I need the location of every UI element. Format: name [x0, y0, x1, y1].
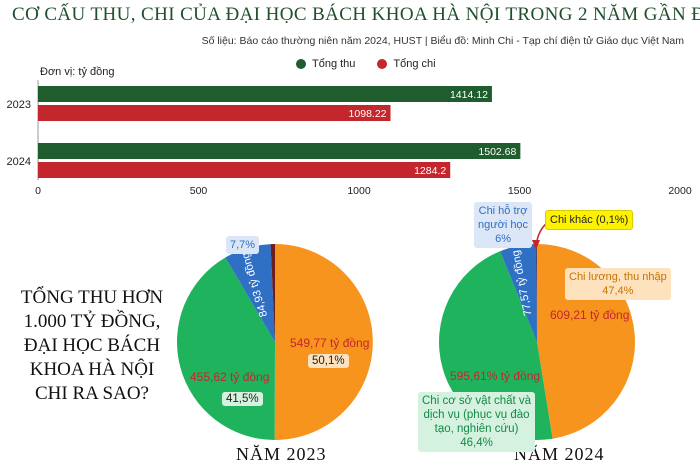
bar-category-label: 2023	[7, 99, 31, 111]
bar-2023-1	[38, 105, 391, 121]
bar-tick-label: 1500	[508, 185, 532, 197]
pie2024-infra-box: Chi cơ sở vật chất và dịch vụ (phục vụ đ…	[418, 392, 536, 452]
pie2023-infra-pct: 41,5%	[222, 392, 263, 406]
pie2023-salary-amount: 549,77 tỷ đồng	[290, 336, 370, 350]
legend-dot-thu	[296, 59, 306, 69]
pie2024-slice-2	[500, 244, 537, 342]
pie2023-support-pct: 7,7%	[226, 236, 260, 254]
pie2023-infra-amount: 455,62 tỷ đồng	[190, 370, 270, 384]
pie-title-2024: NĂM 2024	[514, 444, 605, 464]
pie2024-slice-3	[536, 243, 537, 342]
bar-category-label: 2024	[7, 156, 31, 168]
unit-label: Đơn vị: tỷ đồng	[40, 66, 115, 78]
pie-title-2023: NĂM 2023	[236, 444, 327, 464]
pie2024-other-arrowhead	[532, 240, 540, 250]
side-heading: Tổng thu hơn 1.000 tỷ đồng, Đại học Bách…	[20, 287, 164, 404]
pie2023-slice-2	[225, 244, 275, 342]
legend-label-chi: Tổng chi	[393, 58, 436, 70]
bar-2024-0	[38, 143, 521, 159]
bar-tick-label: 2000	[668, 185, 692, 197]
source-note: Số liệu: Báo cáo thường niên năm 2024, H…	[201, 35, 684, 47]
pie2024-salary-amount: 609,21 tỷ đồng	[550, 308, 630, 322]
bar-tick-label: 1000	[347, 185, 371, 197]
bar-2024-1	[38, 162, 451, 178]
pie2023-slice-3	[270, 244, 275, 342]
bar-legend: Tổng thu Tổng chi	[296, 58, 436, 70]
pie2024-infra-amount: 595,61% tỷ đồng	[450, 369, 541, 383]
bar-chart: 2023 1414.12 1098.22 2024 1502.68 1284.2 0 500 1…	[7, 80, 692, 197]
bar-value-label: 1502.68	[478, 146, 516, 158]
pie2024-support-box: Chi hỗ trợ người học 6%	[474, 202, 533, 248]
pie2024-salary-box: Chi lương, thu nhập 47,4%	[565, 268, 671, 300]
legend-dot-chi	[377, 59, 388, 69]
bar-tick-label: 0	[35, 185, 41, 197]
pie2023-salary-pct: 50,1%	[308, 354, 349, 368]
bar-tick-label: 500	[190, 185, 208, 197]
legend-item-chi: Tổng chi	[377, 58, 436, 70]
legend-item-thu: Tổng thu	[296, 58, 355, 70]
bar-value-label: 1098.22	[349, 108, 387, 120]
chart-title: CƠ CẤU THU, CHI CỦA ĐẠI HỌC BÁCH KHOA HÀ…	[12, 4, 700, 25]
bar-value-label: 1414.12	[450, 89, 488, 101]
pie2024-other-box: Chi khác (0,1%)	[545, 210, 634, 230]
legend-label-thu: Tổng thu	[312, 58, 356, 70]
bar-2023-0	[38, 86, 492, 102]
bar-value-label: 1284.2	[414, 165, 446, 177]
pie2023-slice-0	[274, 244, 373, 441]
